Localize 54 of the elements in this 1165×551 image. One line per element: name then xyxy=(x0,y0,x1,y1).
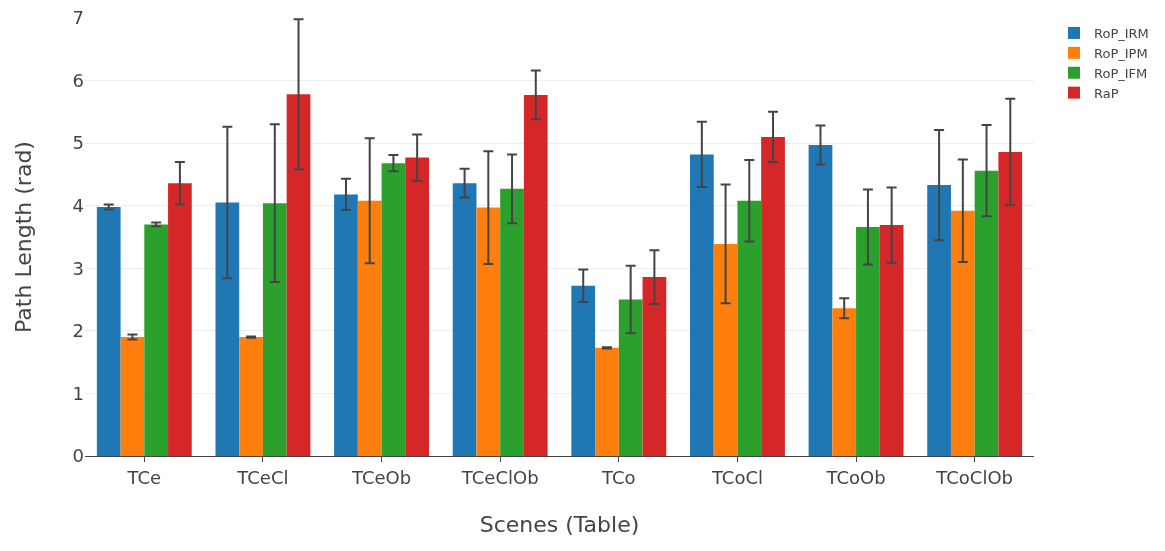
bar xyxy=(761,136,785,456)
bar xyxy=(239,337,263,456)
bar xyxy=(381,163,406,456)
bar xyxy=(950,210,975,456)
bar xyxy=(215,202,240,456)
bar xyxy=(642,277,667,456)
x-tick-label: TCoClOb xyxy=(935,466,1014,488)
bar xyxy=(713,243,738,456)
bar xyxy=(120,337,145,456)
bar xyxy=(452,183,477,456)
x-axis-title: Scenes (Table) xyxy=(479,512,640,537)
bar xyxy=(144,224,169,456)
bar xyxy=(808,145,833,456)
bar xyxy=(476,207,501,456)
bar xyxy=(618,299,643,456)
x-tick-label: TCeClOb xyxy=(460,466,539,488)
x-tick-label: TCo xyxy=(601,466,636,488)
y-tick-label: 0 xyxy=(72,445,84,467)
bar xyxy=(357,200,382,456)
x-tick-label: TCoOb xyxy=(825,466,886,488)
y-tick-label: 5 xyxy=(72,132,84,154)
bar xyxy=(168,183,192,456)
bar xyxy=(262,203,287,456)
bar xyxy=(595,347,619,456)
y-axis-title: Path Length (rad) xyxy=(11,141,36,333)
y-tick-label: 6 xyxy=(72,69,84,91)
bar xyxy=(334,194,358,456)
y-tick-label: 7 xyxy=(72,7,84,29)
y-tick-label: 2 xyxy=(72,320,84,342)
x-tick-label: TCeCl xyxy=(236,466,289,488)
bar xyxy=(96,206,121,456)
legend-label: RoP_IFM xyxy=(1094,65,1148,81)
bar xyxy=(286,94,311,456)
bar xyxy=(500,188,524,456)
y-tick-label: 3 xyxy=(72,257,84,279)
y-tick-label: 4 xyxy=(72,195,84,217)
y-tick-label: 1 xyxy=(72,382,84,404)
bar xyxy=(405,157,430,456)
bar xyxy=(689,154,714,456)
bar xyxy=(879,225,904,456)
x-tick-label: TCoCl xyxy=(710,466,763,488)
x-tick-label: TCe xyxy=(126,466,162,488)
bar xyxy=(927,185,951,456)
legend-label: RaP xyxy=(1094,85,1119,101)
legend-label: RoP_IRM xyxy=(1094,26,1149,42)
x-tick-label: TCeOb xyxy=(350,466,412,488)
bar xyxy=(856,226,880,456)
bar xyxy=(571,285,596,456)
legend-label: RoP_IPM xyxy=(1094,45,1148,61)
bar xyxy=(737,200,762,456)
bar xyxy=(523,94,548,456)
bar xyxy=(998,151,1023,456)
bar xyxy=(832,308,857,456)
bar xyxy=(974,170,999,456)
